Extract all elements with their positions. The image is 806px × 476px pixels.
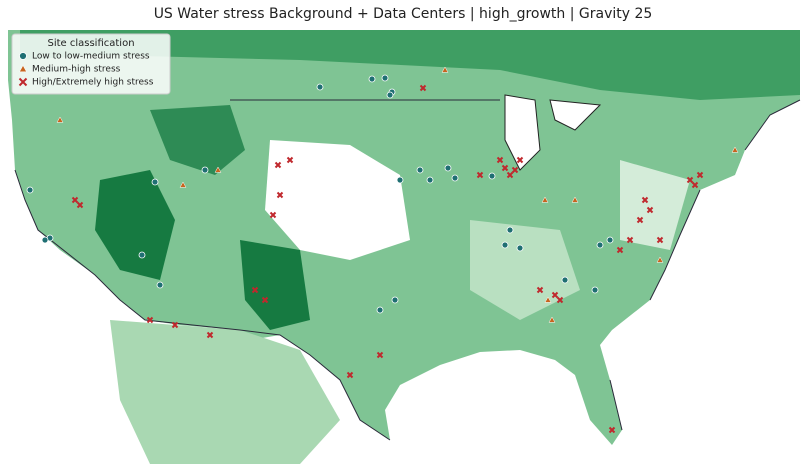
site-marker [691, 181, 699, 189]
site-marker [488, 172, 496, 180]
canada [20, 30, 800, 100]
site-marker [261, 296, 269, 304]
site-marker [201, 166, 209, 174]
site-marker [214, 166, 222, 173]
site-marker [316, 83, 324, 91]
site-marker [41, 236, 49, 244]
site-marker [386, 91, 394, 99]
site-marker [26, 186, 34, 194]
site-marker [376, 351, 384, 359]
stress-region [470, 220, 580, 320]
stress-region [150, 105, 245, 175]
site-marker [274, 161, 282, 169]
legend-label: Medium-high stress [32, 65, 121, 75]
site-marker [171, 321, 179, 329]
site-marker [571, 196, 579, 203]
legend: Site classification Low to low-medium st… [11, 33, 171, 95]
site-marker [19, 52, 27, 60]
site-marker [76, 201, 84, 209]
site-marker [368, 75, 376, 83]
site-marker [501, 241, 509, 249]
site-marker [656, 256, 664, 263]
site-marker [376, 306, 384, 314]
site-marker [416, 166, 424, 174]
site-marker [626, 236, 634, 244]
site-marker [506, 226, 514, 234]
site-marker [544, 296, 552, 303]
sites [26, 66, 739, 434]
site-marker [608, 426, 616, 434]
site-marker [551, 291, 559, 299]
high-stress-region [240, 240, 310, 330]
site-marker [606, 236, 614, 244]
site-marker [591, 286, 599, 294]
site-marker [441, 66, 449, 73]
site-marker [56, 116, 64, 123]
site-marker [251, 286, 259, 294]
site-marker [396, 176, 404, 184]
map-area [8, 30, 801, 464]
legend-title: Site classification [47, 38, 134, 49]
site-marker [286, 156, 294, 164]
site-marker [506, 171, 514, 179]
site-marker [391, 296, 399, 304]
site-marker [419, 84, 427, 92]
site-marker [731, 146, 739, 153]
site-marker [516, 244, 524, 252]
mexico [110, 320, 340, 464]
site-marker [496, 156, 504, 164]
site-marker [19, 64, 27, 73]
site-marker [146, 316, 154, 324]
site-marker [179, 181, 187, 188]
site-marker [156, 281, 164, 289]
great-lakes [504, 94, 602, 171]
legend-items: Low to low-medium stress Medium-high stre… [18, 52, 154, 88]
site-marker [18, 77, 28, 87]
site-marker [511, 166, 519, 174]
legend-box [11, 33, 171, 95]
low-data-region [265, 140, 410, 260]
site-marker [561, 276, 569, 284]
map-title: US Water stress Background + Data Center… [154, 6, 653, 22]
site-marker [536, 286, 544, 294]
site-marker [138, 251, 146, 259]
site-marker [71, 196, 79, 204]
site-marker [381, 74, 389, 82]
site-marker [696, 171, 704, 179]
site-marker [636, 216, 644, 224]
site-marker [426, 176, 434, 184]
site-marker [269, 211, 277, 219]
site-marker [686, 176, 694, 184]
site-marker [346, 371, 354, 379]
legend-label: High/Extremely high stress [32, 78, 154, 88]
borders [14, 99, 801, 441]
site-marker [616, 246, 624, 254]
site-marker [444, 164, 452, 172]
stress-region [620, 160, 690, 250]
site-marker [541, 196, 549, 203]
site-marker [548, 316, 556, 323]
site-marker [641, 196, 649, 204]
legend-label: Low to low-medium stress [32, 52, 150, 62]
site-marker [501, 164, 509, 172]
site-marker [451, 174, 459, 182]
site-marker [476, 171, 484, 179]
site-marker [276, 191, 284, 199]
site-marker [151, 178, 159, 186]
high-stress-region [95, 170, 175, 280]
site-marker [206, 331, 214, 339]
site-marker [516, 156, 524, 164]
site-marker [646, 206, 654, 214]
site-marker [596, 241, 604, 249]
site-marker [556, 296, 564, 304]
site-marker [656, 236, 664, 244]
